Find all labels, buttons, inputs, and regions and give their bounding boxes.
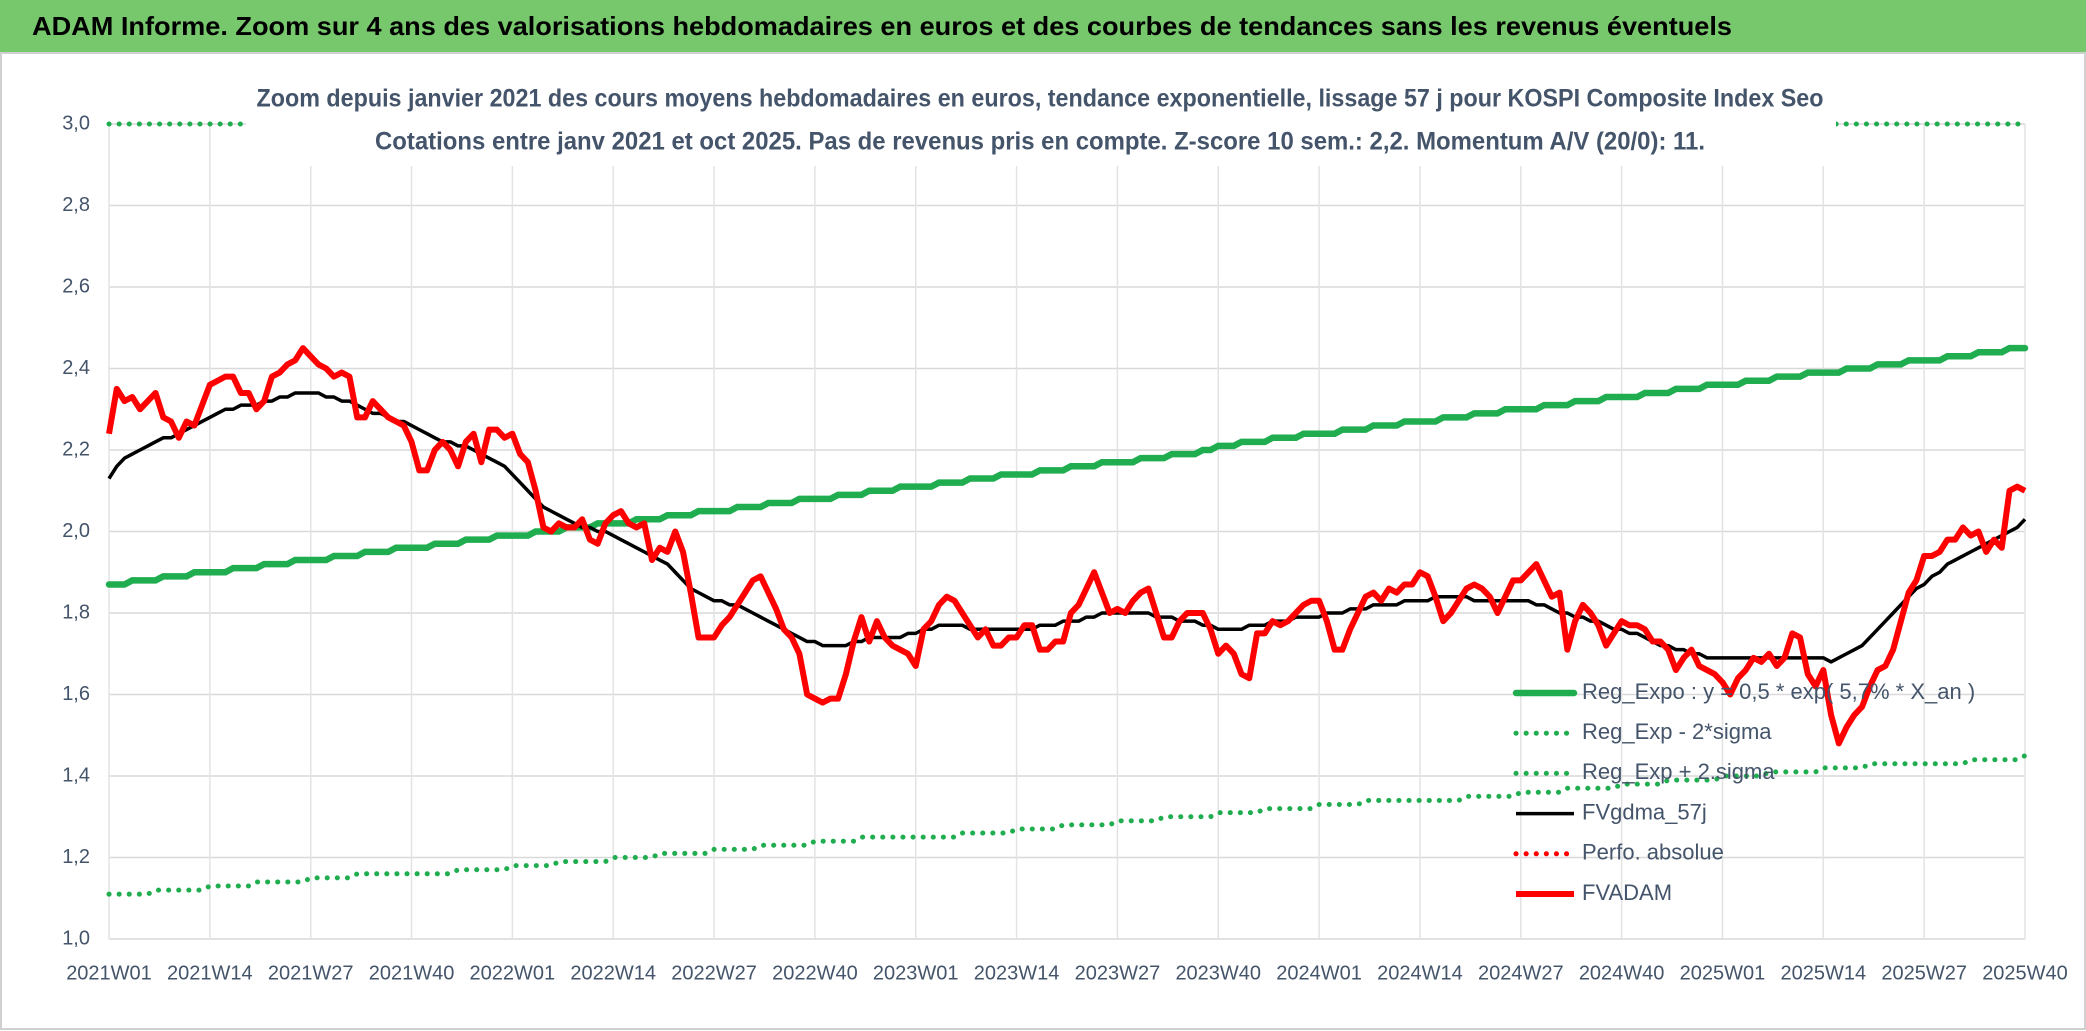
legend-label: FVgdma_57j [1582, 799, 1707, 824]
chart-title: Zoom depuis janvier 2021 des cours moyen… [257, 85, 1824, 113]
chart-frame [0, 52, 2086, 1030]
x-tick-label: 2021W14 [167, 962, 253, 984]
legend: Reg_Expo : y = 0,5 * exp( 5,7% * X_an ) R… [1512, 679, 1975, 905]
y-tick-label: 2,0 [62, 520, 90, 542]
x-tick-label: 2022W27 [671, 962, 757, 984]
x-tick-label: 2022W14 [570, 962, 656, 984]
series-line [105, 344, 2029, 588]
series-line [106, 753, 2028, 897]
x-tick-label: 2021W01 [66, 962, 152, 984]
plot-area: 1,0 1,2 1,4 1,6 1,8 2,0 2,2 2,4 2,6 2,8 3,0 2021W01… [62, 112, 2068, 984]
x-tick-label: 2021W27 [268, 962, 354, 984]
x-tick-label: 2022W01 [470, 962, 556, 984]
x-tick-label: 2023W27 [1075, 962, 1161, 984]
y-tick-label: 1,0 [62, 927, 90, 949]
title-background [246, 80, 1836, 166]
y-tick-label: 1,6 [62, 683, 90, 705]
x-tick-label: 2024W27 [1478, 962, 1564, 984]
title-area: Zoom depuis janvier 2021 des cours moyen… [246, 80, 1836, 166]
y-tick-label: 2,8 [62, 194, 90, 216]
x-tick-label: 2021W40 [369, 962, 455, 984]
y-tick-label: 2,6 [62, 275, 90, 297]
y-tick-label: 1,4 [62, 764, 90, 786]
x-tick-label: 2025W27 [1881, 962, 1967, 984]
y-tick-label: 2,2 [62, 438, 90, 460]
y-tick-label: 3,0 [62, 112, 90, 134]
x-tick-label: 2022W40 [772, 962, 858, 984]
x-tick-label: 2024W40 [1579, 962, 1665, 984]
banner-title: ADAM Informe. Zoom sur 4 ans des valoris… [32, 11, 1732, 41]
legend-label: Reg_Expo : y = 0,5 * exp( 5,7% * X_an ) [1582, 679, 1975, 704]
legend-label: FVADAM [1582, 880, 1672, 905]
y-tick-label: 1,2 [62, 846, 90, 868]
legend-label: Perfo. absolue [1582, 840, 1724, 865]
y-tick-label: 1,8 [62, 601, 90, 623]
chart-subtitle: Cotations entre janv 2021 et oct 2025. P… [375, 128, 1705, 156]
series-line [106, 345, 2027, 747]
x-tick-label: 2025W14 [1781, 962, 1867, 984]
x-tick-label: 2025W01 [1680, 962, 1766, 984]
x-tick-label: 2024W01 [1276, 962, 1362, 984]
legend-label: Reg_Exp - 2*sigma [1582, 719, 1772, 744]
x-tick-label: 2025W40 [1982, 962, 2068, 984]
x-tick-label: 2024W14 [1377, 962, 1463, 984]
banner-background [0, 0, 2086, 53]
x-tick-label: 2023W14 [974, 962, 1060, 984]
y-tick-label: 2,4 [62, 357, 90, 379]
x-tick-label: 2023W01 [873, 962, 959, 984]
legend-label: Reg_Exp + 2.sigma [1582, 759, 1775, 784]
x-tick-label: 2023W40 [1175, 962, 1261, 984]
